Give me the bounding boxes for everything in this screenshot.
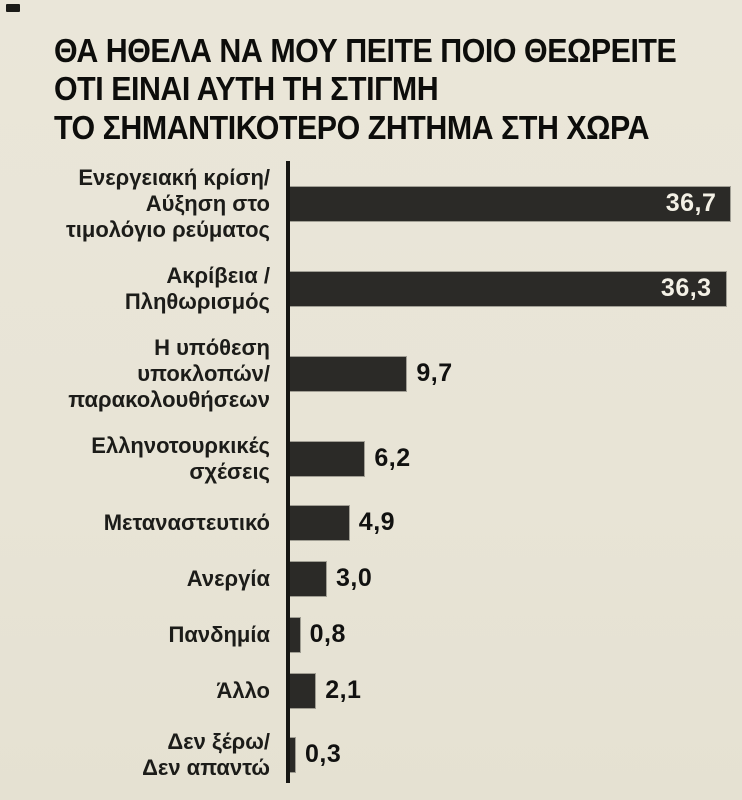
bar-area: 0,3: [290, 737, 742, 772]
bar-value: 36,7: [665, 189, 717, 218]
bar-row: Ακρίβεια / Πληθωρισμός 36,3: [16, 263, 742, 315]
chart-rows: Ενεργειακή κρίση/Αύξηση στο τιμολόγιο ρεύ…: [16, 165, 742, 781]
bar-label-line: Μεταναστευτικό: [103, 509, 270, 535]
chart-title-line-1: ΘΑ ΗΘΕΛΑ ΝΑ ΜΟΥ ΠΕΙΤΕ ΠΟΙΟ ΘΕΩΡΕΙΤΕ: [54, 32, 677, 69]
bar-label: Μεταναστευτικό: [16, 510, 286, 536]
bar-value: 4,9: [358, 508, 396, 537]
chart-title: ΘΑ ΗΘΕΛΑ ΝΑ ΜΟΥ ΠΕΙΤΕ ΠΟΙΟ ΘΕΩΡΕΙΤΕ ΟΤΙ …: [54, 32, 687, 147]
bar-row: Δεν ξέρω/Δεν απαντώ 0,3: [16, 729, 742, 781]
bar-label-line: παρακολουθήσεων: [68, 386, 270, 412]
bar-label: Η υπόθεση υποκλοπών/παρακολουθήσεων: [16, 335, 286, 413]
bar-label-line: Η υπόθεση: [154, 334, 270, 360]
bar-label-line: Πληθωρισμός: [124, 288, 270, 314]
bar-label: Άλλο: [16, 678, 286, 704]
bar-label-line: Ανεργία: [186, 565, 270, 591]
bar-area: 36,7: [290, 186, 742, 221]
bar-value: 6,2: [374, 444, 411, 473]
bar-label-line: Άλλο: [216, 677, 270, 703]
bar-value: 9,7: [416, 359, 453, 388]
bar-label-line: Ενεργειακή κρίση/: [78, 164, 270, 190]
bar-row: Ενεργειακή κρίση/Αύξηση στο τιμολόγιο ρεύ…: [16, 165, 742, 243]
bar-row: Μεταναστευτικό 4,9: [16, 505, 742, 541]
bar-area: 3,0: [290, 561, 742, 596]
bar-label-line: Ακρίβεια /: [166, 262, 270, 288]
bar-area: 4,9: [290, 505, 742, 540]
bar-row: Άλλο 2,1: [16, 673, 742, 709]
bar-label: Ενεργειακή κρίση/Αύξηση στο τιμολόγιο ρεύ…: [16, 165, 286, 243]
bar: [290, 561, 326, 596]
bar-label-line: Πανδημία: [168, 621, 270, 647]
bar: 36,3: [290, 271, 726, 306]
bar-value: 36,3: [660, 274, 712, 303]
bar-area: 2,1: [290, 673, 742, 708]
axis-line: [286, 160, 290, 783]
bar-label: Ακρίβεια / Πληθωρισμός: [16, 263, 286, 315]
bar-area: 6,2: [290, 441, 742, 476]
bar-area: 9,7: [290, 356, 742, 391]
bar-label-line: Δεν απαντώ: [142, 754, 270, 780]
chart-title-line-2: ΟΤΙ ΕΙΝΑΙ ΑΥΤΗ ΤΗ ΣΤΙΓΜΗ: [54, 70, 439, 108]
bar-label: Δεν ξέρω/Δεν απαντώ: [16, 729, 286, 781]
bar-value: 0,3: [305, 740, 342, 769]
bar-label-line: υποκλοπών/: [137, 360, 270, 386]
bar: [290, 737, 295, 772]
bar-chart: Ενεργειακή κρίση/Αύξηση στο τιμολόγιο ρεύ…: [16, 160, 742, 783]
print-registration-mark: [6, 4, 20, 12]
bar-label: Ελληνοτουρκικές σχέσεις: [16, 433, 286, 485]
bar-row: Ανεργία 3,0: [16, 561, 742, 597]
bar-area: 36,3: [290, 271, 742, 306]
bar: [290, 617, 300, 652]
bar-row: Η υπόθεση υποκλοπών/παρακολουθήσεων 9,7: [16, 335, 742, 413]
bar-label: Πανδημία: [16, 622, 286, 648]
bar: 36,7: [290, 186, 731, 221]
bar-value: 3,0: [336, 564, 373, 593]
chart-title-line-3: ΤΟ ΣΗΜΑΝΤΙΚΟΤΕΡΟ ΖΗΤΗΜΑ ΣΤΗ ΧΩΡΑ: [54, 108, 650, 146]
bar-label-line: Αύξηση στο: [145, 190, 270, 216]
bar: [290, 505, 349, 540]
bar: [290, 673, 316, 708]
bar-area: 0,8: [290, 617, 742, 652]
bar-value: 0,8: [309, 620, 346, 649]
bar: [290, 356, 407, 391]
bar-label-line: τιμολόγιο ρεύματος: [65, 216, 270, 242]
bar-label-line: Ελληνοτουρκικές: [91, 432, 270, 458]
bar-label-line: σχέσεις: [189, 458, 270, 484]
bar-label-line: Δεν ξέρω/: [167, 728, 270, 754]
bar-label: Ανεργία: [16, 566, 286, 592]
bar-row: Ελληνοτουρκικές σχέσεις 6,2: [16, 433, 742, 485]
bar-value: 2,1: [325, 676, 362, 705]
bar: [290, 441, 365, 476]
bar-row: Πανδημία 0,8: [16, 617, 742, 653]
